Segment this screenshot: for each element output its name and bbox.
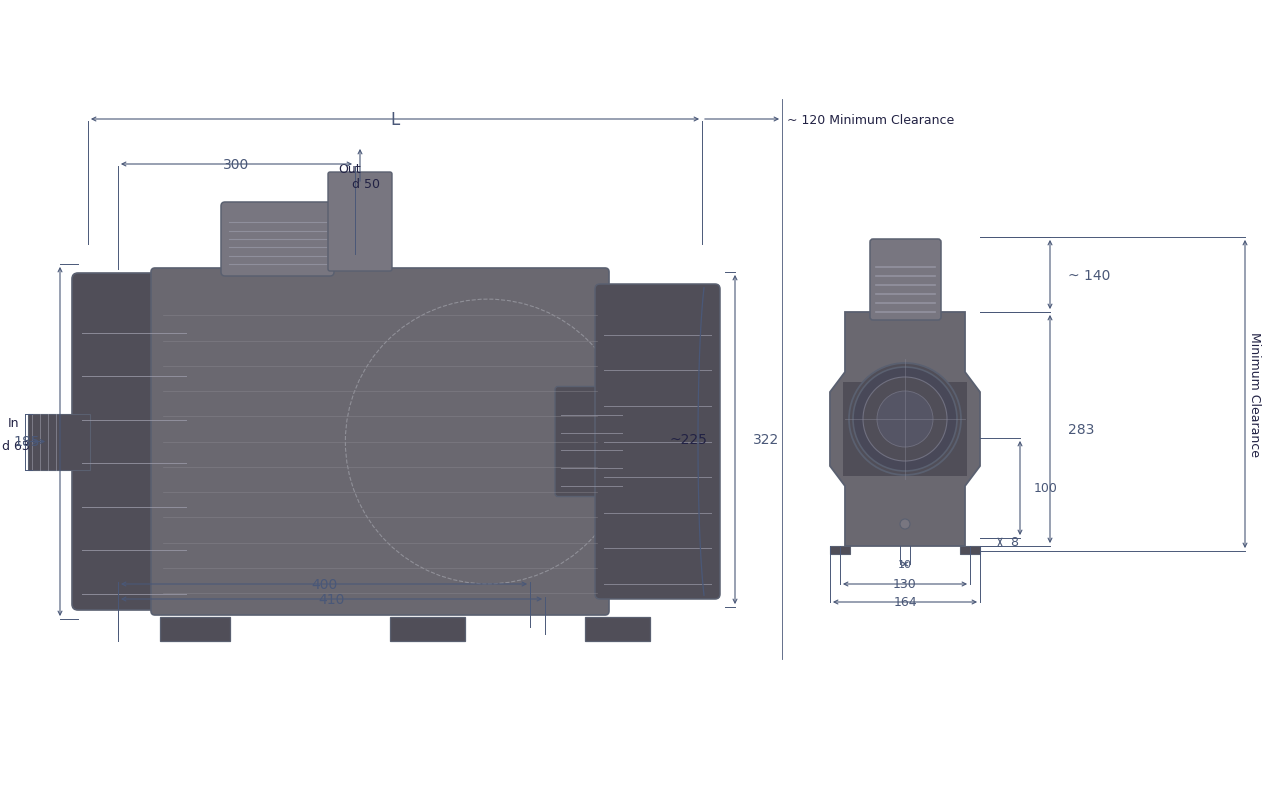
Text: 283: 283: [1068, 422, 1094, 437]
Text: 410: 410: [319, 593, 344, 606]
Bar: [842, 382, 966, 476]
Circle shape: [899, 520, 910, 529]
Bar: [159, 618, 230, 642]
Circle shape: [849, 364, 961, 475]
Circle shape: [853, 368, 958, 471]
FancyBboxPatch shape: [221, 202, 334, 277]
Text: d 50: d 50: [352, 177, 380, 191]
Text: 130: 130: [893, 578, 917, 591]
Text: 164: 164: [893, 596, 917, 609]
Text: ~ 120 Minimum Clearance: ~ 120 Minimum Clearance: [787, 113, 954, 126]
FancyBboxPatch shape: [870, 240, 941, 320]
Text: Out: Out: [338, 163, 361, 176]
FancyBboxPatch shape: [328, 173, 392, 271]
Text: 100: 100: [1034, 482, 1058, 495]
Bar: [28, 414, 90, 470]
Bar: [584, 618, 650, 642]
Polygon shape: [830, 312, 980, 546]
FancyBboxPatch shape: [72, 274, 196, 610]
Bar: [164, 397, 185, 487]
Text: 322: 322: [753, 433, 779, 447]
Text: 10: 10: [898, 560, 912, 569]
Text: d 63: d 63: [3, 440, 30, 453]
Text: 400: 400: [311, 577, 338, 591]
FancyBboxPatch shape: [595, 284, 720, 599]
Text: ~ 140: ~ 140: [1068, 268, 1111, 282]
Circle shape: [877, 392, 934, 447]
Text: In: In: [8, 417, 19, 430]
FancyBboxPatch shape: [151, 269, 608, 615]
Text: ~225: ~225: [669, 433, 707, 447]
Bar: [390, 618, 466, 642]
Bar: [830, 546, 850, 554]
Text: Minimum Clearance: Minimum Clearance: [1249, 332, 1261, 457]
Text: 300: 300: [224, 158, 249, 172]
FancyBboxPatch shape: [555, 387, 627, 497]
Text: 185: 185: [14, 435, 40, 449]
Bar: [960, 546, 980, 554]
Text: 8: 8: [1009, 536, 1018, 548]
Circle shape: [863, 377, 947, 462]
Text: L: L: [391, 111, 400, 128]
